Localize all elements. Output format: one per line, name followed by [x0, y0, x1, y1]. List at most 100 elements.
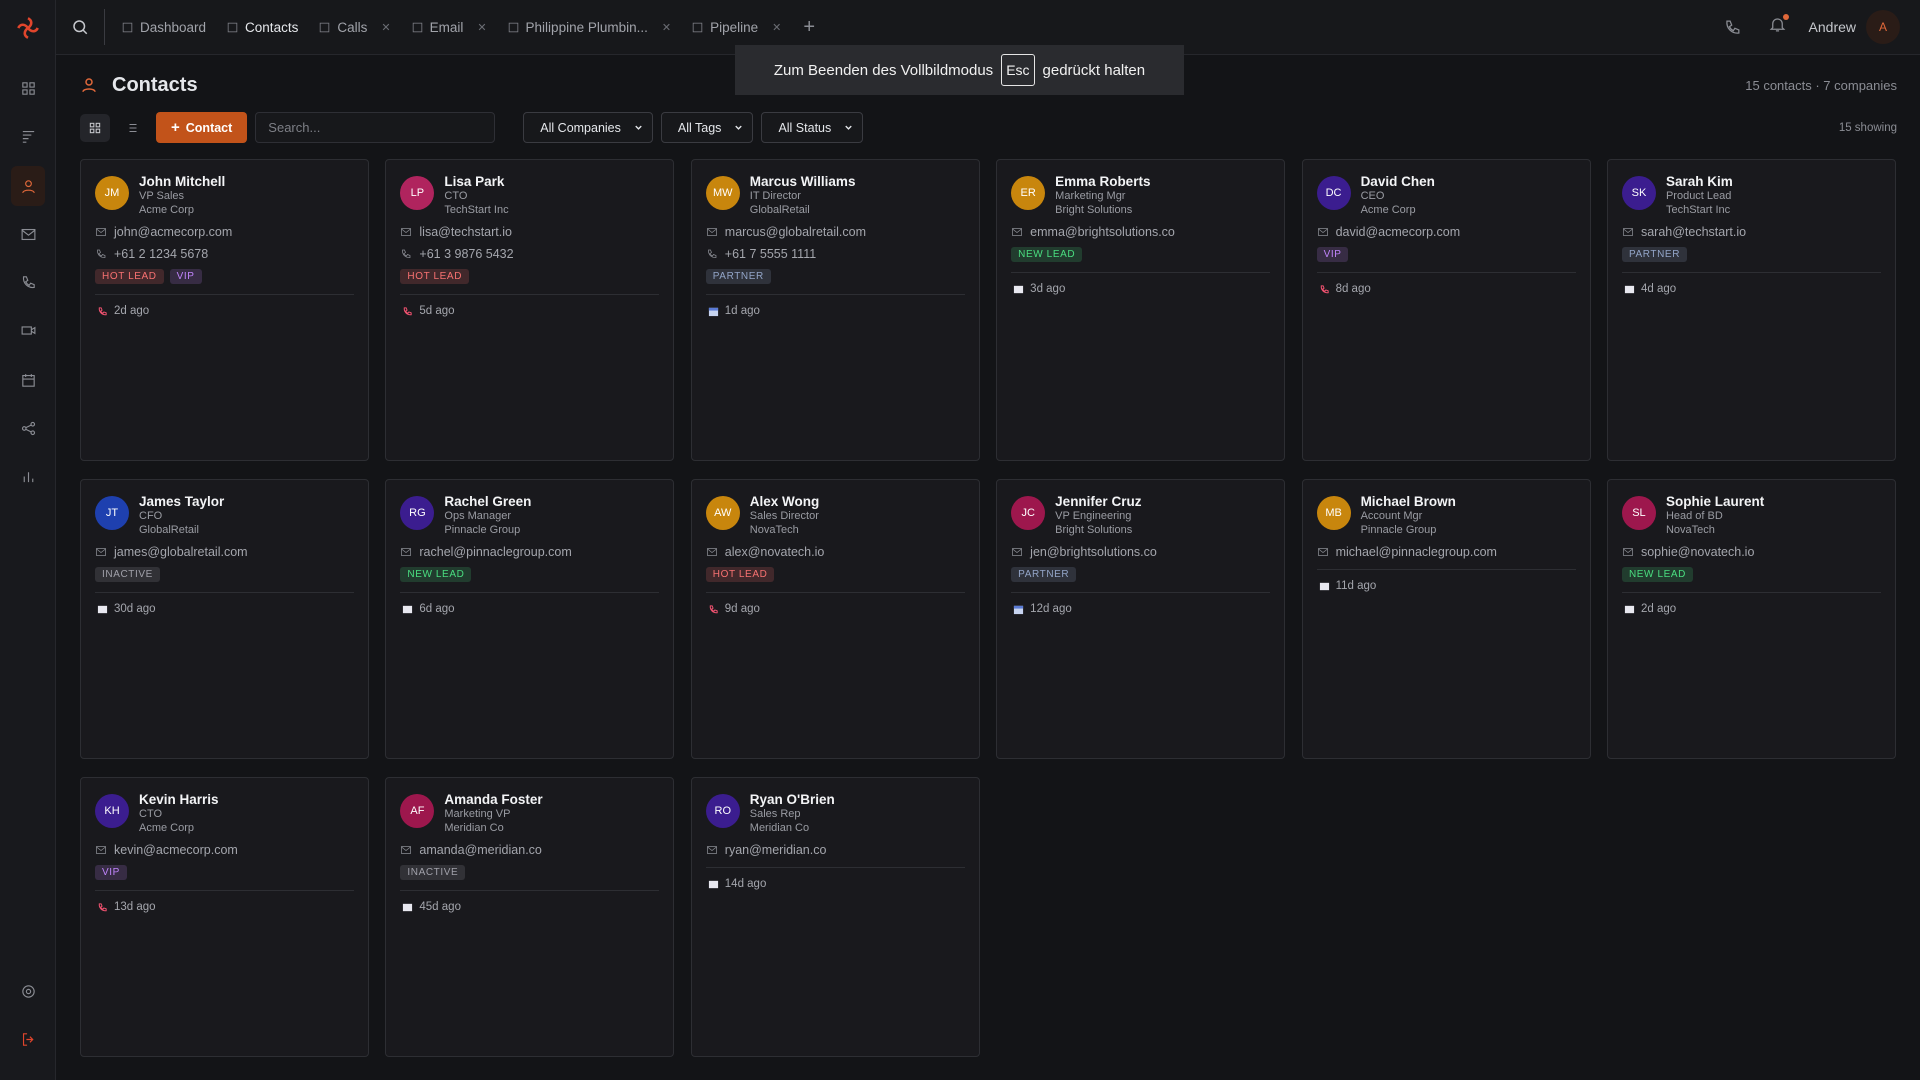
contact-card[interactable]: AF Amanda Foster Marketing VP Meridian Co am…: [385, 777, 675, 1057]
contact-card[interactable]: RO Ryan O'Brien Sales Rep Meridian Co ryan@m…: [690, 777, 980, 1057]
last-activity: 2d ago: [1640, 603, 1677, 615]
contact-name: Sophie Laurent: [1665, 494, 1765, 509]
filter-select[interactable]: All Status: [761, 112, 864, 143]
search-icon[interactable]: [56, 18, 104, 36]
avatar: KH: [95, 794, 129, 828]
tab[interactable]: Pipeline ✕: [681, 0, 791, 55]
card-header: AF Amanda Foster Marketing VP Meridian Co: [400, 792, 659, 835]
tab[interactable]: Philippine Plumbin... ✕: [497, 0, 682, 55]
tab[interactable]: Dashboard: [111, 0, 216, 55]
nav-dashboard[interactable]: [14, 74, 42, 102]
user-avatar[interactable]: A: [1866, 10, 1900, 44]
tab[interactable]: Email ✕: [401, 0, 497, 55]
last-activity: 13d ago: [114, 901, 156, 913]
tab-close[interactable]: ✕: [477, 21, 487, 34]
tag: HOT LEAD: [95, 269, 164, 284]
contact-card[interactable]: KH Kevin Harris CTO Acme Corp kevin@acmecorp…: [80, 777, 369, 1057]
avatar: JC: [1011, 496, 1046, 530]
tag: NEW LEAD: [1011, 247, 1083, 262]
divider: [1316, 569, 1576, 570]
tag: PARTNER: [1011, 567, 1077, 582]
contact-card[interactable]: SL Sophie Laurent Head of BD NovaTech sophie…: [1606, 479, 1896, 759]
activity-row: 30d ago: [97, 603, 354, 615]
avatar: DC: [1316, 176, 1351, 210]
contact-role: Ops Manager: [444, 510, 512, 522]
contact-name: Marcus Williams: [749, 174, 856, 189]
filter-select[interactable]: All Tags: [660, 112, 754, 143]
contact-name: Lisa Park: [444, 174, 505, 189]
filter-label: All Tags: [677, 120, 722, 135]
contact-card[interactable]: MB Michael Brown Account Mgr Pinnacle Group…: [1301, 479, 1591, 759]
search-input[interactable]: Search...: [255, 112, 496, 143]
nav-pipeline[interactable]: [14, 122, 42, 150]
tag-list: PARTNER: [1011, 567, 1270, 582]
contact-company: TechStart Inc: [444, 204, 509, 216]
toolbar: + Contact Search... All Companies All Tags…: [80, 111, 1897, 144]
nav-email[interactable]: [14, 220, 42, 248]
tab-close[interactable]: ✕: [772, 21, 782, 34]
contact-card[interactable]: JT James Taylor CFO GlobalRetail james@globa…: [80, 479, 369, 759]
divider: [400, 294, 660, 295]
email-row: michael@pinnaclegroup.com: [1317, 545, 1576, 559]
card-header: RG Rachel Green Ops Manager Pinnacle Group: [400, 494, 659, 537]
contact-card[interactable]: JM John Mitchell VP Sales Acme Corp john@acm…: [80, 159, 369, 461]
nav-reports[interactable]: [14, 462, 42, 490]
contact-info: Michael Brown Account Mgr Pinnacle Group: [1361, 494, 1456, 537]
tab[interactable]: Contacts: [216, 0, 308, 55]
contact-info: Kevin Harris CTO Acme Corp: [139, 792, 219, 835]
nav-calls[interactable]: [14, 268, 42, 296]
nav-logout[interactable]: [14, 1025, 42, 1053]
tab-close[interactable]: ✕: [381, 21, 391, 34]
contact-role: Account Mgr: [1360, 510, 1423, 522]
tag: VIP: [1316, 247, 1349, 262]
card-header: MW Marcus Williams IT Director GlobalRetail: [705, 174, 965, 217]
last-activity: 1d ago: [724, 305, 760, 317]
activity-row: 12d ago: [1013, 603, 1270, 615]
search-placeholder: Search...: [268, 120, 321, 135]
activity-row: 45d ago: [402, 901, 659, 913]
nav-share[interactable]: [14, 414, 42, 442]
contact-card[interactable]: JC Jennifer Cruz VP Engineering Bright Solu…: [996, 479, 1286, 759]
contact-email: michael@pinnaclegroup.com: [1335, 545, 1497, 559]
tab[interactable]: Calls ✕: [308, 0, 400, 55]
nav-calendar[interactable]: [14, 366, 42, 394]
add-contact-button[interactable]: + Contact: [156, 112, 248, 143]
contact-card[interactable]: AW Alex Wong Sales Director NovaTech alex@no…: [690, 479, 980, 759]
notifications[interactable]: [1768, 14, 1789, 39]
contact-card[interactable]: MW Marcus Williams IT Director GlobalRetail…: [690, 159, 980, 461]
contact-card[interactable]: LP Lisa Park CTO TechStart Inc lisa@techstar…: [385, 159, 675, 461]
last-activity: 45d ago: [419, 901, 461, 913]
tab-close[interactable]: ✕: [661, 21, 672, 34]
nav-settings[interactable]: [14, 977, 42, 1005]
card-header: DC David Chen CEO Acme Corp: [1316, 174, 1576, 217]
new-tab[interactable]: +: [803, 15, 816, 38]
avatar: JT: [95, 496, 129, 530]
contact-grid: JM John Mitchell VP Sales Acme Corp john@acm…: [80, 159, 1896, 1057]
filter-select[interactable]: All Companies: [523, 112, 653, 143]
contact-phone: +61 2 1234 5678: [114, 247, 209, 261]
filter-label: All Status: [778, 120, 832, 135]
phone-button[interactable]: [1723, 18, 1742, 37]
contact-card[interactable]: ER Emma Roberts Marketing Mgr Bright Soluti…: [996, 159, 1286, 461]
contact-card[interactable]: DC David Chen CEO Acme Corp david@acmecorp.c…: [1301, 159, 1591, 461]
tag: PARTNER: [1621, 247, 1688, 262]
tab-label: Dashboard: [140, 19, 207, 35]
card-header: LP Lisa Park CTO TechStart Inc: [400, 174, 659, 217]
tab-label: Contacts: [245, 19, 299, 35]
last-activity: 4d ago: [1640, 283, 1677, 295]
contact-card[interactable]: SK Sarah Kim Product Lead TechStart Inc sara…: [1606, 159, 1896, 461]
grid-view[interactable]: [80, 113, 110, 142]
card-header: AW Alex Wong Sales Director NovaTech: [705, 494, 965, 537]
divider: [705, 592, 965, 593]
tag: INACTIVE: [95, 567, 160, 582]
phone-row: +61 3 9876 5432: [400, 247, 659, 261]
summary: 15 contacts · 7 companies: [1745, 77, 1897, 93]
page-title: Contacts: [112, 73, 198, 96]
list-view[interactable]: [118, 114, 148, 142]
tag: VIP: [169, 269, 202, 284]
nav-video[interactable]: [14, 316, 42, 344]
contact-card[interactable]: RG Rachel Green Ops Manager Pinnacle Group r…: [385, 479, 675, 759]
nav-contacts[interactable]: [11, 166, 45, 206]
tag: INACTIVE: [400, 865, 466, 880]
